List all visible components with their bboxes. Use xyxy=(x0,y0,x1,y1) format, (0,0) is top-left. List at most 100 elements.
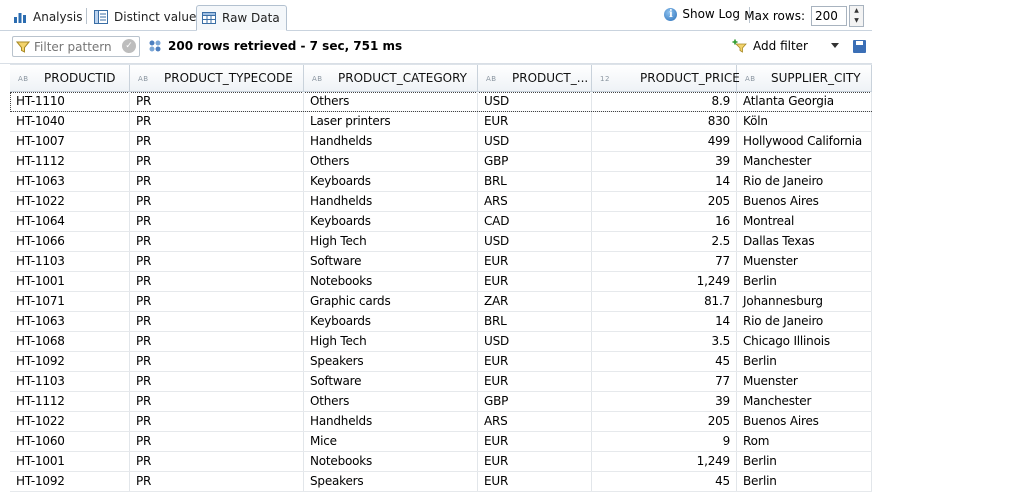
table-cell[interactable]: HT-1001 xyxy=(10,272,130,291)
table-cell[interactable]: Notebooks xyxy=(304,452,478,471)
table-cell[interactable]: BRL xyxy=(478,172,592,191)
table-cell[interactable]: HT-1001 xyxy=(10,452,130,471)
table-row[interactable]: HT-1001 PR Notebooks EUR 1,249 Berlin xyxy=(10,452,872,472)
table-cell[interactable]: Keyboards xyxy=(304,312,478,331)
table-cell[interactable]: HT-1103 xyxy=(10,372,130,391)
table-cell[interactable]: 1,249 xyxy=(592,272,737,291)
table-cell[interactable]: Dallas Texas xyxy=(737,232,872,251)
table-cell[interactable]: HT-1066 xyxy=(10,232,130,251)
table-cell[interactable]: Rio de Janeiro xyxy=(737,172,872,191)
table-row[interactable]: HT-1001 PR Notebooks EUR 1,249 Berlin xyxy=(10,272,872,292)
table-cell[interactable]: Graphic cards xyxy=(304,292,478,311)
table-cell[interactable]: HT-1112 xyxy=(10,392,130,411)
table-row[interactable]: HT-1066 PR High Tech USD 2.5 Dallas Texas xyxy=(10,232,872,252)
column-header[interactable]: AB PRODUCT_... xyxy=(478,65,592,91)
table-cell[interactable]: ZAR xyxy=(478,292,592,311)
table-cell[interactable]: EUR xyxy=(478,452,592,471)
table-cell[interactable]: Notebooks xyxy=(304,272,478,291)
table-cell[interactable]: HT-1040 xyxy=(10,112,130,131)
table-cell[interactable]: EUR xyxy=(478,272,592,291)
table-cell[interactable]: HT-1063 xyxy=(10,172,130,191)
table-cell[interactable]: PR xyxy=(130,352,304,371)
table-cell[interactable]: USD xyxy=(478,132,592,151)
table-row[interactable]: HT-1110 PR Others USD 8.9 Atlanta Georgia xyxy=(10,92,872,112)
table-cell[interactable]: Keyboards xyxy=(304,172,478,191)
table-cell[interactable]: Berlin xyxy=(737,352,872,371)
table-cell[interactable]: 16 xyxy=(592,212,737,231)
table-cell[interactable]: PR xyxy=(130,152,304,171)
table-row[interactable]: HT-1103 PR Software EUR 77 Muenster xyxy=(10,372,872,392)
table-cell[interactable]: HT-1092 xyxy=(10,472,130,491)
table-cell[interactable]: PR xyxy=(130,452,304,471)
table-cell[interactable]: PR xyxy=(130,232,304,251)
table-cell[interactable]: PR xyxy=(130,432,304,451)
table-cell[interactable]: HT-1022 xyxy=(10,412,130,431)
table-cell[interactable]: Mice xyxy=(304,432,478,451)
table-cell[interactable]: ARS xyxy=(478,192,592,211)
table-cell[interactable]: CAD xyxy=(478,212,592,231)
table-cell[interactable]: 2.5 xyxy=(592,232,737,251)
tab-distinct-values[interactable]: Distinct values xyxy=(89,5,209,29)
table-cell[interactable]: 81.7 xyxy=(592,292,737,311)
table-cell[interactable]: ARS xyxy=(478,412,592,431)
table-cell[interactable]: 39 xyxy=(592,392,737,411)
table-cell[interactable]: 14 xyxy=(592,172,737,191)
table-cell[interactable]: Others xyxy=(304,392,478,411)
add-filter-button[interactable]: Add filter xyxy=(732,39,808,53)
add-filter-dropdown-icon[interactable] xyxy=(831,43,839,48)
table-cell[interactable]: Köln xyxy=(737,112,872,131)
table-cell[interactable]: PR xyxy=(130,252,304,271)
table-row[interactable]: HT-1022 PR Handhelds ARS 205 Buenos Aires xyxy=(10,412,872,432)
table-cell[interactable]: EUR xyxy=(478,112,592,131)
filter-pattern-field[interactable]: ✓ xyxy=(12,36,140,57)
column-header[interactable]: AB PRODUCTID xyxy=(10,65,130,91)
table-cell[interactable]: PR xyxy=(130,372,304,391)
max-rows-input[interactable] xyxy=(811,6,847,26)
table-cell[interactable]: PR xyxy=(130,112,304,131)
table-cell[interactable]: HT-1071 xyxy=(10,292,130,311)
tab-analysis[interactable]: Analysis xyxy=(8,5,88,29)
table-row[interactable]: HT-1007 PR Handhelds USD 499 Hollywood Califo… xyxy=(10,132,872,152)
table-cell[interactable]: PR xyxy=(130,92,304,111)
table-cell[interactable]: PR xyxy=(130,412,304,431)
column-header[interactable]: 12 PRODUCT_PRICE xyxy=(592,65,740,91)
table-cell[interactable]: PR xyxy=(130,192,304,211)
table-cell[interactable]: High Tech xyxy=(304,232,478,251)
table-cell[interactable]: PR xyxy=(130,472,304,491)
table-cell[interactable]: 3.5 xyxy=(592,332,737,351)
clear-filter-icon[interactable]: ✓ xyxy=(122,39,136,53)
table-row[interactable]: HT-1092 PR Speakers EUR 45 Berlin xyxy=(10,352,872,372)
table-cell[interactable]: 8.9 xyxy=(592,92,737,111)
table-cell[interactable]: Chicago Illinois xyxy=(737,332,872,351)
table-cell[interactable]: HT-1103 xyxy=(10,252,130,271)
table-cell[interactable]: HT-1022 xyxy=(10,192,130,211)
table-cell[interactable]: EUR xyxy=(478,472,592,491)
table-cell[interactable]: Software xyxy=(304,372,478,391)
show-log-button[interactable]: i Show Log xyxy=(664,7,740,21)
table-cell[interactable]: Berlin xyxy=(737,472,872,491)
table-cell[interactable]: Muenster xyxy=(737,252,872,271)
table-cell[interactable]: 77 xyxy=(592,372,737,391)
table-cell[interactable]: Rom xyxy=(737,432,872,451)
table-cell[interactable]: EUR xyxy=(478,352,592,371)
table-cell[interactable]: PR xyxy=(130,272,304,291)
table-cell[interactable]: Buenos Aires xyxy=(737,412,872,431)
table-cell[interactable]: PR xyxy=(130,212,304,231)
table-cell[interactable]: Software xyxy=(304,252,478,271)
table-cell[interactable]: HT-1063 xyxy=(10,312,130,331)
table-cell[interactable]: HT-1112 xyxy=(10,152,130,171)
table-cell[interactable]: PR xyxy=(130,132,304,151)
table-cell[interactable]: Speakers xyxy=(304,352,478,371)
filter-pattern-input[interactable] xyxy=(34,39,118,54)
table-cell[interactable]: Montreal xyxy=(737,212,872,231)
table-row[interactable]: HT-1060 PR Mice EUR 9 Rom xyxy=(10,432,872,452)
table-cell[interactable]: Hollywood California xyxy=(737,132,872,151)
table-cell[interactable]: 830 xyxy=(592,112,737,131)
table-cell[interactable]: Handhelds xyxy=(304,192,478,211)
table-cell[interactable]: HT-1007 xyxy=(10,132,130,151)
table-cell[interactable]: GBP xyxy=(478,152,592,171)
table-cell[interactable]: Muenster xyxy=(737,372,872,391)
table-cell[interactable]: Manchester xyxy=(737,152,872,171)
table-cell[interactable]: BRL xyxy=(478,312,592,331)
table-cell[interactable]: GBP xyxy=(478,392,592,411)
